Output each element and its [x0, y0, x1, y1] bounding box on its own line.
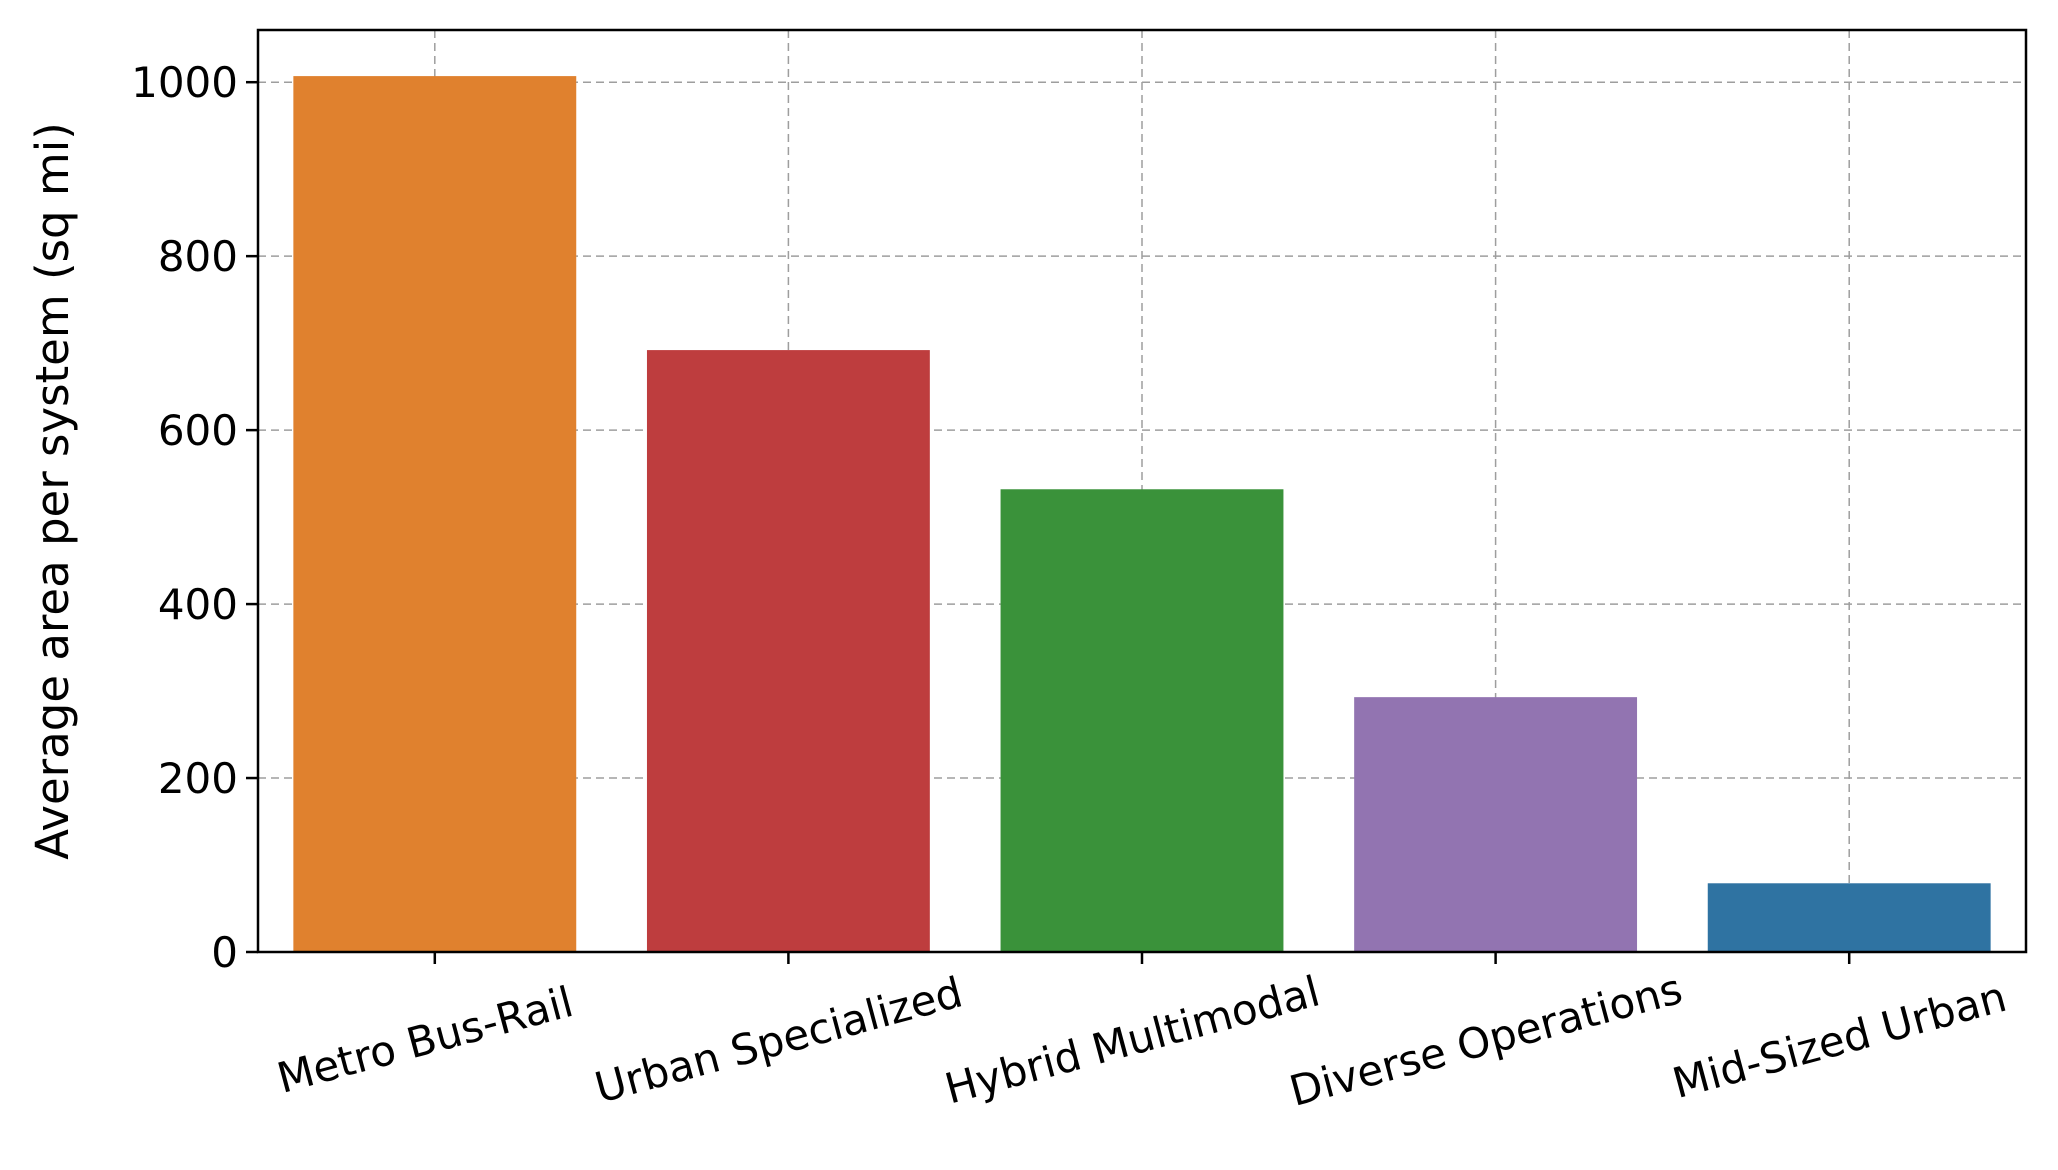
x-tick-label: Metro Bus-Rail — [272, 977, 578, 1103]
y-tick-label: 600 — [158, 406, 238, 455]
bar — [1354, 697, 1638, 952]
bars — [293, 76, 1991, 953]
x-tick-label: Urban Specialized — [590, 967, 968, 1112]
x-tick-label: Mid-Sized Urban — [1667, 972, 2011, 1108]
bar — [293, 76, 577, 953]
y-tick-label: 200 — [158, 754, 238, 803]
y-tick-label: 800 — [158, 232, 238, 281]
y-axis-ticks: 0 200 400 600 800 1000 — [131, 58, 258, 977]
y-tick-label: 400 — [158, 580, 238, 629]
bar — [646, 350, 930, 952]
x-tick-label: Diverse Operations — [1284, 964, 1687, 1116]
y-axis-label: Average area per system (sq mi) — [26, 122, 79, 860]
x-tick-label: Hybrid Multimodal — [940, 966, 1325, 1113]
bar — [1707, 883, 1991, 952]
y-tick-label: 0 — [211, 928, 238, 977]
y-tick-label: 1000 — [131, 58, 238, 107]
bar — [1000, 489, 1284, 952]
